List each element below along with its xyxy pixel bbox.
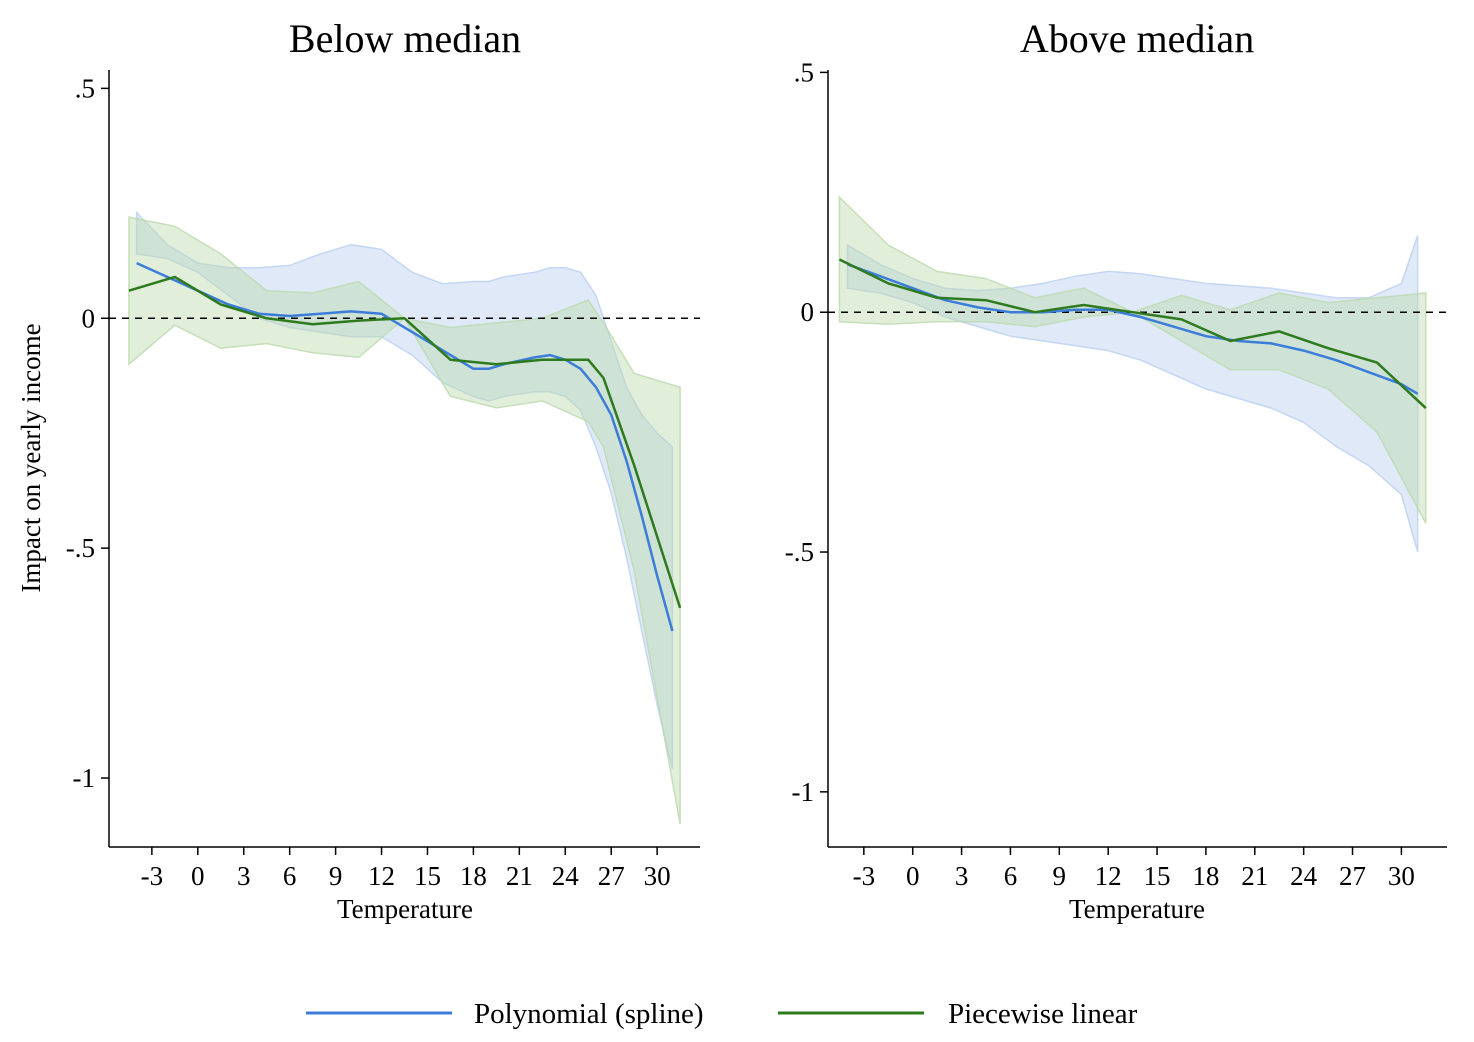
x-axis-label: Temperature xyxy=(1069,894,1205,924)
ci-band-spline xyxy=(135,210,674,769)
legend-label-spline: Polynomial (spline) xyxy=(474,998,704,1030)
panel-title: Below median xyxy=(289,16,521,61)
y-tick-label: -.5 xyxy=(66,533,95,563)
x-tick-label: 9 xyxy=(329,861,343,891)
y-tick-label: -1 xyxy=(73,763,96,793)
y-axis-label: Impact on yearly income xyxy=(16,323,46,592)
series-line-linear xyxy=(838,258,1427,410)
x-tick-label: 6 xyxy=(1004,861,1018,891)
x-tick-label: 9 xyxy=(1053,861,1067,891)
panel-title: Above median xyxy=(1020,16,1254,61)
x-tick-label: 18 xyxy=(1192,861,1219,891)
y-tick-label: .5 xyxy=(794,57,814,87)
x-tick-label: -3 xyxy=(853,861,876,891)
x-tick-label: 0 xyxy=(191,861,205,891)
legend-label-linear: Piecewise linear xyxy=(948,998,1138,1030)
x-tick-label: -3 xyxy=(141,861,164,891)
x-tick-label: 3 xyxy=(237,861,251,891)
x-axis-label: Temperature xyxy=(337,894,473,924)
ci-band-spline xyxy=(846,235,1419,553)
y-tick-label: .5 xyxy=(75,73,95,103)
x-tick-label: 24 xyxy=(552,861,580,891)
ci-band-linear xyxy=(128,216,681,825)
y-tick-label: 0 xyxy=(801,297,815,327)
legend: Polynomial (spline) Piecewise linear xyxy=(306,998,1138,1030)
ci-band-linear xyxy=(838,195,1427,524)
x-tick-label: 24 xyxy=(1290,861,1318,891)
series-line-linear xyxy=(128,275,682,609)
x-tick-label: 0 xyxy=(906,861,920,891)
panel-below-median: Below median Impact on yearly income Tem… xyxy=(16,16,700,924)
x-tick-label: 27 xyxy=(598,861,625,891)
y-tick-label: -.5 xyxy=(785,537,814,567)
x-tick-label: 15 xyxy=(414,861,441,891)
series-line-spline xyxy=(136,261,674,632)
series-line-spline xyxy=(847,263,1419,395)
x-tick-label: 6 xyxy=(283,861,297,891)
x-tick-label: 27 xyxy=(1339,861,1366,891)
y-tick-label: -1 xyxy=(792,777,815,807)
x-tick-label: 21 xyxy=(506,861,533,891)
x-tick-label: 30 xyxy=(1388,861,1415,891)
x-tick-label: 3 xyxy=(955,861,969,891)
x-tick-label: 15 xyxy=(1144,861,1171,891)
panel-above-median: Above median Temperature .50-.5-1-3 0 3 6 9 1… xyxy=(785,16,1447,924)
x-tick-label: 21 xyxy=(1241,861,1268,891)
x-tick-label: 12 xyxy=(1095,861,1122,891)
x-tick-label: 12 xyxy=(368,861,395,891)
y-tick-label: 0 xyxy=(82,303,96,333)
x-tick-label: 30 xyxy=(644,861,671,891)
x-tick-label: 18 xyxy=(460,861,487,891)
